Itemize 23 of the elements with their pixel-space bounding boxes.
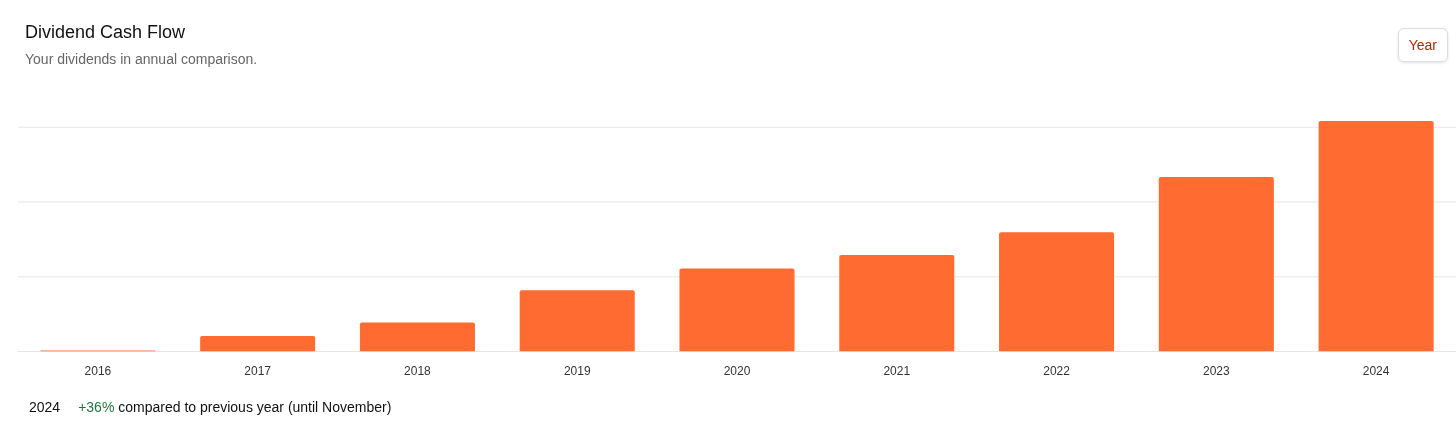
bar [359, 322, 475, 352]
x-tick-label: 2022 [1043, 364, 1071, 379]
bar [1158, 177, 1274, 352]
x-tick-label: 2021 [883, 364, 911, 379]
text: Year [1397, 28, 1448, 62]
bar [200, 335, 316, 352]
bar [1318, 121, 1434, 352]
bar [839, 254, 955, 352]
x-tick-label: 2023 [1202, 364, 1230, 379]
bar [999, 232, 1115, 352]
chart-subtitle: Your dividends in annual comparison. [25, 51, 258, 67]
x-tick-label: 2024 [1362, 364, 1390, 379]
text: +36% [78, 399, 115, 415]
x-tick-label: 2017 [244, 364, 272, 379]
chart-title: Dividend Cash Flow [25, 22, 186, 43]
x-tick-label: 2020 [723, 364, 751, 379]
x-tick-label: 2018 [404, 364, 432, 379]
x-tick-label: 2016 [84, 364, 112, 379]
bar [679, 268, 795, 352]
text: compared to previous year (until November) [117, 399, 392, 415]
x-tick-label: 2019 [563, 364, 591, 379]
bar [519, 290, 635, 352]
text: 2024 [29, 399, 61, 415]
